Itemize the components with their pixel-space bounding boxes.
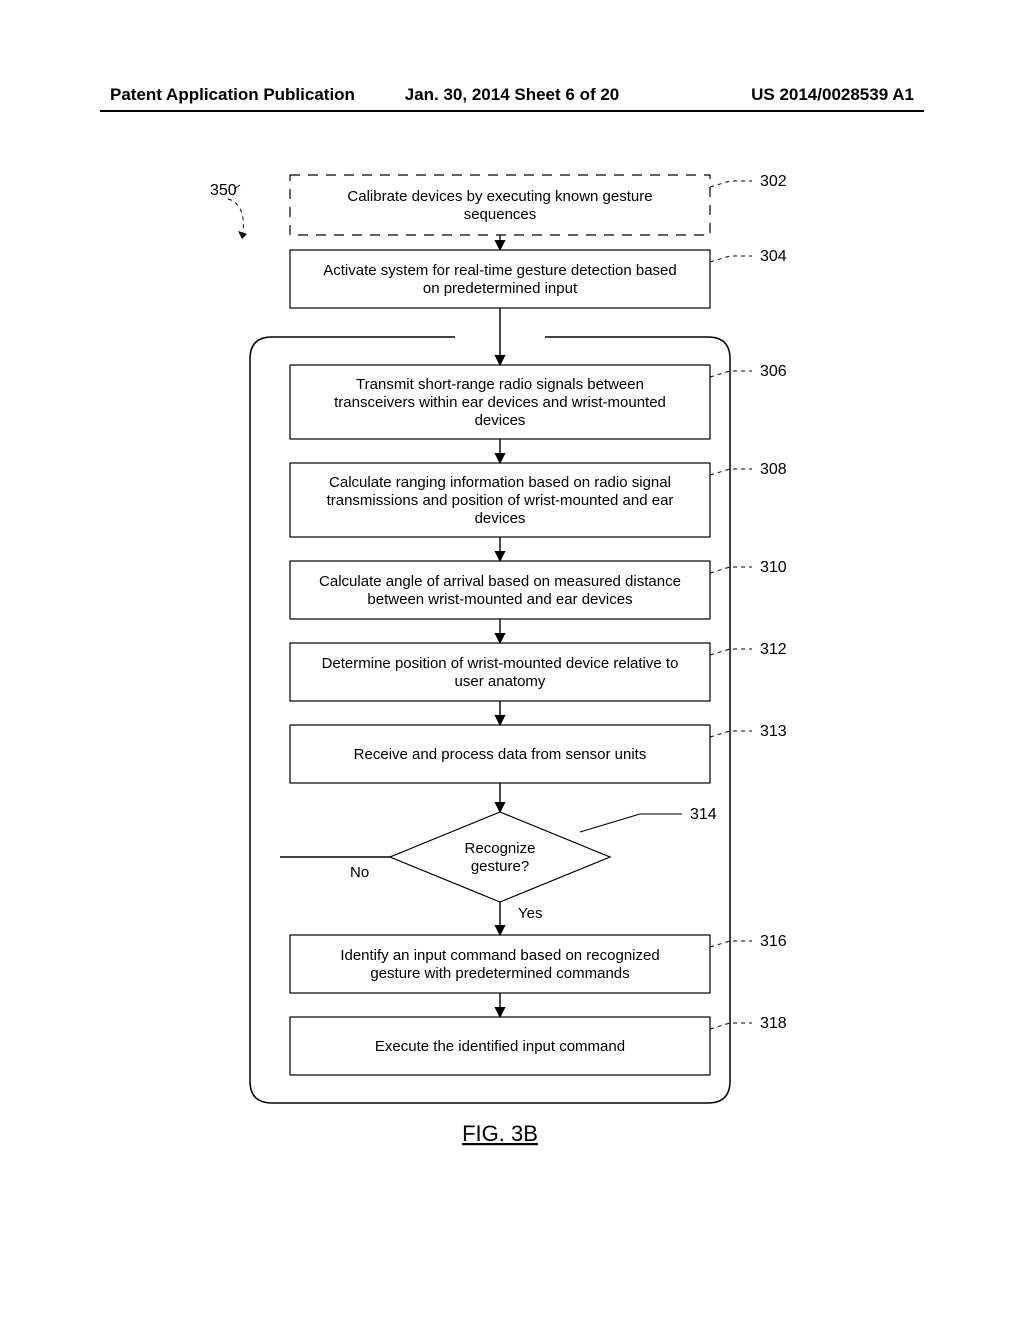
svg-text:Calculate angle of arrival bas: Calculate angle of arrival based on meas… <box>319 573 681 590</box>
svg-text:Transmit short-range radio sig: Transmit short-range radio signals betwe… <box>356 376 644 393</box>
svg-text:Determine position of wrist-mo: Determine position of wrist-mounted devi… <box>322 655 679 672</box>
svg-text:user anatomy: user anatomy <box>455 673 546 690</box>
flowchart: Calibrate devices by executing known ges… <box>0 165 1024 1245</box>
n304 <box>290 250 710 308</box>
figure-label: FIG. 3B <box>462 1121 538 1146</box>
n312 <box>290 643 710 701</box>
ref-350: 350 <box>210 182 237 199</box>
ref-313: 313 <box>760 723 787 740</box>
header-right: US 2014/0028539 A1 <box>751 85 914 105</box>
header-rule <box>100 110 924 112</box>
ref-306: 306 <box>760 363 787 380</box>
decision <box>390 812 610 902</box>
svg-text:gesture with predetermined com: gesture with predetermined commands <box>370 965 629 982</box>
ref-302: 302 <box>760 173 787 190</box>
svg-text:Identify an input command base: Identify an input command based on recog… <box>340 947 659 964</box>
ref-312: 312 <box>760 641 787 658</box>
ref-314: 314 <box>690 806 717 823</box>
svg-text:between wrist-mounted and ear: between wrist-mounted and ear devices <box>367 591 632 608</box>
ref-304: 304 <box>760 248 787 265</box>
svg-text:Activate system for real-time: Activate system for real-time gesture de… <box>323 262 677 279</box>
n316 <box>290 935 710 993</box>
svg-text:Execute the identified input c: Execute the identified input command <box>375 1038 625 1055</box>
ref-318: 318 <box>760 1015 787 1032</box>
svg-text:sequences: sequences <box>464 206 537 223</box>
svg-text:Calibrate devices by executing: Calibrate devices by executing known ges… <box>347 188 652 205</box>
svg-text:transceivers within ear device: transceivers within ear devices and wris… <box>334 394 666 411</box>
n302 <box>290 175 710 235</box>
svg-text:Calculate ranging information: Calculate ranging information based on r… <box>329 474 671 491</box>
ref-310: 310 <box>760 559 787 576</box>
yes-label: Yes <box>518 905 542 922</box>
header-left: Patent Application Publication <box>110 85 355 105</box>
svg-text:gesture?: gesture? <box>471 858 529 875</box>
ref-308: 308 <box>760 461 787 478</box>
n310 <box>290 561 710 619</box>
header-center: Jan. 30, 2014 Sheet 6 of 20 <box>405 85 620 105</box>
svg-text:transmissions and position of: transmissions and position of wrist-moun… <box>327 492 674 509</box>
svg-text:devices: devices <box>475 510 526 527</box>
page-header: Patent Application Publication Jan. 30, … <box>110 85 914 105</box>
page: Patent Application Publication Jan. 30, … <box>0 0 1024 1320</box>
svg-text:devices: devices <box>475 412 526 429</box>
svg-text:Receive and process data from: Receive and process data from sensor uni… <box>354 746 647 763</box>
no-label: No <box>350 864 369 881</box>
svg-text:Recognize: Recognize <box>465 840 536 857</box>
ref-316: 316 <box>760 933 787 950</box>
svg-text:on predetermined input: on predetermined input <box>423 280 578 297</box>
